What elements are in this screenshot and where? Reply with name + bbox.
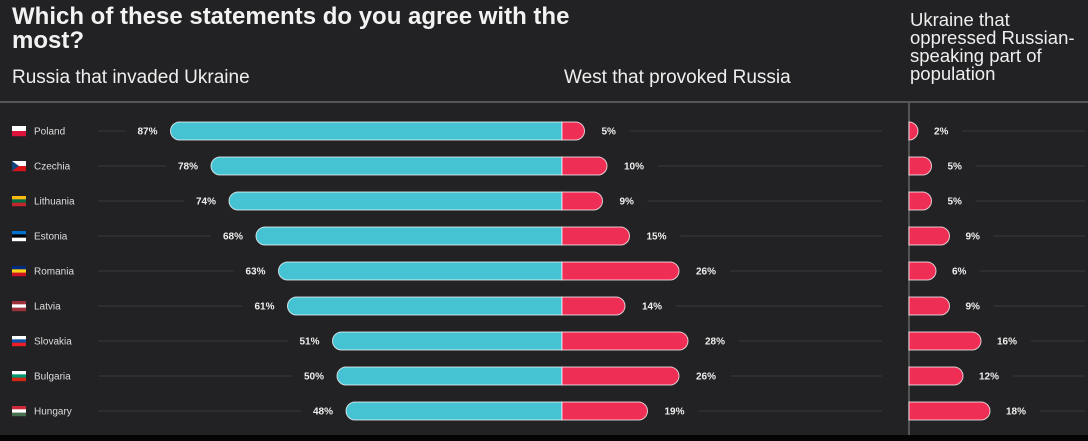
flag-czechia-stripe <box>12 166 26 172</box>
value-label-russia: 74% <box>196 197 216 208</box>
bar-west <box>561 121 585 141</box>
value-label-west: 26% <box>696 372 716 383</box>
bar-ukraine <box>908 261 937 281</box>
flag-romania-stripe <box>12 269 26 273</box>
bar-west <box>561 156 608 176</box>
flag-romania-stripe <box>12 266 26 270</box>
flag-slovakia-stripe <box>12 342 26 347</box>
value-label-russia: 51% <box>299 337 319 348</box>
value-label-russia: 48% <box>313 407 333 418</box>
flag-bulgaria-stripe <box>12 374 26 378</box>
flag-lithuania-stripe <box>12 202 26 207</box>
bar-west <box>561 191 603 211</box>
header-divider <box>0 101 1088 103</box>
value-label-west: 9% <box>620 197 635 208</box>
value-label-ukraine: 5% <box>948 197 963 208</box>
bar-ukraine <box>908 191 932 211</box>
flag-lithuania-stripe <box>12 199 26 203</box>
flag-poland-stripe <box>12 126 26 132</box>
flag-lithuania-stripe <box>12 196 26 200</box>
flag-estonia-stripe <box>12 231 26 235</box>
bar-russia <box>278 261 563 281</box>
bar-russia <box>228 191 563 211</box>
flag-estonia-stripe <box>12 234 26 238</box>
value-label-russia: 87% <box>137 127 157 138</box>
value-label-west: 19% <box>665 407 685 418</box>
bar-ukraine <box>908 121 919 141</box>
bar-west <box>561 331 689 351</box>
flag-latvia-stripe <box>12 301 26 305</box>
country-label: Latvia <box>34 302 61 313</box>
bar-russia <box>345 401 563 421</box>
country-label: Slovakia <box>34 337 72 348</box>
value-label-ukraine: 16% <box>997 337 1017 348</box>
value-label-west: 14% <box>642 302 662 313</box>
country-label: Romania <box>34 267 74 278</box>
bar-west <box>561 226 630 246</box>
value-label-west: 26% <box>696 267 716 278</box>
country-label: Hungary <box>34 407 72 418</box>
value-label-russia: 63% <box>245 267 265 278</box>
bar-russia <box>170 121 563 141</box>
flag-bulgaria-stripe <box>12 371 26 375</box>
flag-latvia-stripe <box>12 304 26 308</box>
value-label-ukraine: 18% <box>1006 407 1026 418</box>
bar-ukraine <box>908 366 964 386</box>
flag-hungary-stripe <box>12 412 26 417</box>
country-label: Lithuania <box>34 197 75 208</box>
value-label-russia: 61% <box>254 302 274 313</box>
country-label: Bulgaria <box>34 372 71 383</box>
bar-russia <box>332 331 563 351</box>
bar-ukraine <box>908 296 950 316</box>
bar-west <box>561 366 680 386</box>
bar-russia <box>336 366 563 386</box>
series-header-russia: Russia that invaded Ukraine <box>12 67 250 88</box>
bar-russia <box>255 226 563 246</box>
value-label-russia: 78% <box>178 162 198 173</box>
country-label: Estonia <box>34 232 68 243</box>
country-label: Poland <box>34 127 65 138</box>
bar-ukraine <box>908 226 950 246</box>
value-label-west: 28% <box>705 337 725 348</box>
value-label-ukraine: 5% <box>948 162 963 173</box>
series-header-west: West that provoked Russia <box>564 67 791 88</box>
series-header-ukraine: Ukraine that oppressed Russian-speaking … <box>910 9 1075 84</box>
bar-ukraine <box>908 401 991 421</box>
flag-hungary-stripe <box>12 409 26 413</box>
value-label-ukraine: 2% <box>934 127 949 138</box>
value-label-west: 15% <box>647 232 667 243</box>
flag-czechia-triangle <box>12 161 19 171</box>
bar-west <box>561 296 626 316</box>
bar-russia <box>210 156 563 176</box>
flag-hungary-stripe <box>12 406 26 410</box>
flag-slovakia-stripe <box>12 339 26 343</box>
flag-bulgaria-stripe <box>12 377 26 382</box>
flag-slovakia-stripe <box>12 336 26 340</box>
value-label-ukraine: 9% <box>966 232 981 243</box>
value-label-russia: 50% <box>304 372 324 383</box>
flag-czechia-stripe <box>12 161 26 167</box>
country-label: Czechia <box>34 162 71 173</box>
value-label-ukraine: 6% <box>952 267 967 278</box>
value-label-ukraine: 12% <box>979 372 999 383</box>
value-label-west: 5% <box>602 127 617 138</box>
bar-west <box>561 401 648 421</box>
flag-estonia-stripe <box>12 237 26 242</box>
bar-west <box>561 261 680 281</box>
bar-ukraine <box>908 331 982 351</box>
bar-russia <box>287 296 563 316</box>
bottom-strip <box>0 435 1088 441</box>
value-label-russia: 68% <box>223 232 243 243</box>
flag-poland-stripe <box>12 131 26 137</box>
bar-ukraine <box>908 156 932 176</box>
value-label-ukraine: 9% <box>966 302 981 313</box>
chart-title: Which of these statements do you agree w… <box>12 3 570 54</box>
value-label-west: 10% <box>624 162 644 173</box>
flag-latvia-stripe <box>12 307 26 312</box>
flag-romania-stripe <box>12 272 26 277</box>
